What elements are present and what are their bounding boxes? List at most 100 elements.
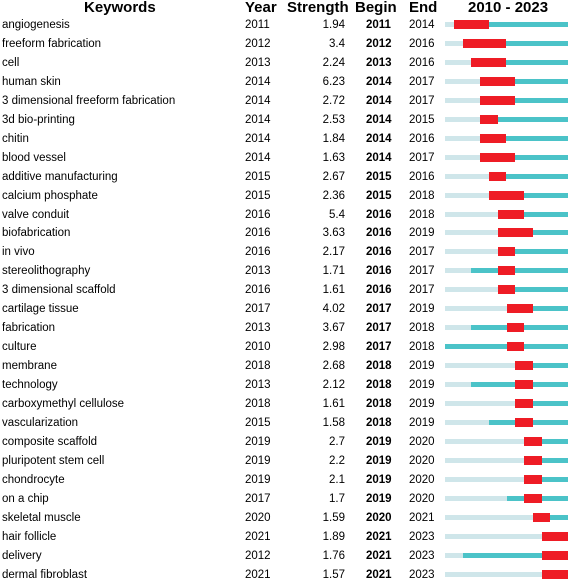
burst-bar (524, 455, 542, 465)
begin-cell: 2014 (366, 132, 392, 145)
timeline-active (462, 40, 568, 46)
timeline-active (453, 22, 568, 27)
timeline-base (445, 457, 568, 463)
timeline-active (497, 230, 568, 236)
year-cell: 2018 (245, 360, 271, 373)
end-cell: 2020 (409, 473, 435, 486)
burst-bar (497, 285, 516, 295)
begin-cell: 2014 (366, 75, 392, 88)
strength-cell: 2.7 (329, 435, 345, 448)
strength-cell: 2.2 (329, 454, 345, 467)
burst-bar (506, 304, 533, 314)
burst-bar (524, 474, 542, 484)
begin-cell: 2011 (366, 19, 391, 31)
strength-cell: 1.94 (322, 19, 345, 31)
end-cell: 2021 (409, 511, 435, 524)
keyword-cell: culture (2, 341, 37, 354)
year-cell: 2016 (245, 208, 271, 221)
burst-bar (488, 171, 507, 181)
keyword-cell: composite scaffold (2, 435, 98, 448)
year-cell: 2014 (245, 75, 271, 88)
burst-bar (515, 361, 533, 371)
strength-cell: 2.12 (322, 379, 345, 392)
begin-cell: 2015 (366, 189, 392, 202)
timeline-active (515, 401, 568, 406)
begin-cell: 2014 (366, 113, 392, 126)
timeline-base (445, 533, 568, 539)
begin-cell: 2020 (366, 511, 392, 524)
year-cell: 2014 (245, 132, 271, 145)
year-cell: 2014 (245, 94, 271, 107)
strength-cell: 2.98 (322, 341, 345, 354)
begin-cell: 2018 (366, 379, 392, 392)
timeline-active (497, 249, 568, 255)
header-timeline: 2010 - 2023 (468, 0, 549, 16)
burst-bar (541, 569, 568, 579)
strength-cell: 1.57 (322, 568, 345, 581)
year-cell: 2014 (245, 113, 271, 126)
end-cell: 2020 (409, 492, 435, 505)
burst-bar (497, 228, 533, 238)
year-cell: 2015 (245, 170, 271, 183)
end-cell: 2017 (409, 94, 435, 107)
end-cell: 2023 (409, 568, 435, 581)
begin-cell: 2013 (366, 56, 392, 69)
year-cell: 2014 (245, 151, 271, 164)
keyword-cell: delivery (2, 549, 42, 562)
timeline-active (471, 268, 568, 274)
begin-cell: 2018 (366, 398, 392, 410)
strength-cell: 6.23 (322, 75, 345, 88)
timeline-active (524, 476, 568, 482)
burst-bar (541, 550, 568, 560)
strength-cell: 3.63 (322, 227, 345, 240)
end-cell: 2020 (409, 435, 435, 448)
timeline-base (445, 438, 568, 444)
year-cell: 2021 (245, 568, 271, 581)
strength-cell: 2.53 (322, 113, 345, 126)
keyword-cell: technology (2, 379, 58, 392)
keyword-cell: 3 dimensional freeform fabrication (2, 94, 176, 107)
end-cell: 2017 (409, 246, 435, 259)
end-cell: 2019 (409, 416, 435, 429)
burst-bar (480, 76, 516, 86)
keyword-cell: 3d bio-printing (2, 113, 75, 126)
strength-cell: 1.58 (322, 416, 345, 429)
burst-bar (506, 342, 525, 352)
end-cell: 2019 (409, 360, 435, 373)
burst-bar (480, 95, 516, 105)
end-cell: 2016 (409, 170, 435, 183)
strength-cell: 3.4 (329, 37, 345, 50)
timeline-active (462, 552, 568, 558)
strength-cell: 1.61 (322, 398, 345, 410)
end-cell: 2019 (409, 379, 435, 392)
burst-bar (453, 20, 489, 29)
year-cell: 2013 (245, 322, 271, 335)
end-cell: 2017 (409, 265, 435, 278)
burst-bar (488, 190, 525, 200)
year-cell: 2016 (245, 227, 271, 240)
burst-bar (497, 209, 525, 219)
begin-cell: 2016 (366, 208, 392, 221)
end-cell: 2018 (409, 322, 435, 335)
end-cell: 2014 (409, 19, 435, 31)
burst-bar (515, 380, 533, 390)
year-cell: 2019 (245, 435, 271, 448)
year-cell: 2010 (245, 341, 271, 354)
end-cell: 2016 (409, 37, 435, 50)
timeline-base (445, 571, 568, 577)
burst-bar (471, 57, 507, 67)
burst-bar (497, 266, 516, 276)
timeline-active (506, 306, 568, 312)
strength-cell: 1.89 (322, 530, 345, 543)
strength-cell: 2.1 (329, 473, 345, 486)
keyword-cell: skeletal muscle (2, 511, 81, 524)
end-cell: 2017 (409, 151, 435, 164)
keyword-cell: on a chip (2, 492, 49, 505)
end-cell: 2015 (409, 113, 435, 126)
keyword-cell: angiogenesis (2, 19, 70, 31)
begin-cell: 2019 (366, 454, 392, 467)
header-year: Year (245, 0, 277, 16)
burst-bar (515, 399, 533, 408)
burst-bar (480, 133, 507, 143)
begin-cell: 2019 (366, 473, 392, 486)
